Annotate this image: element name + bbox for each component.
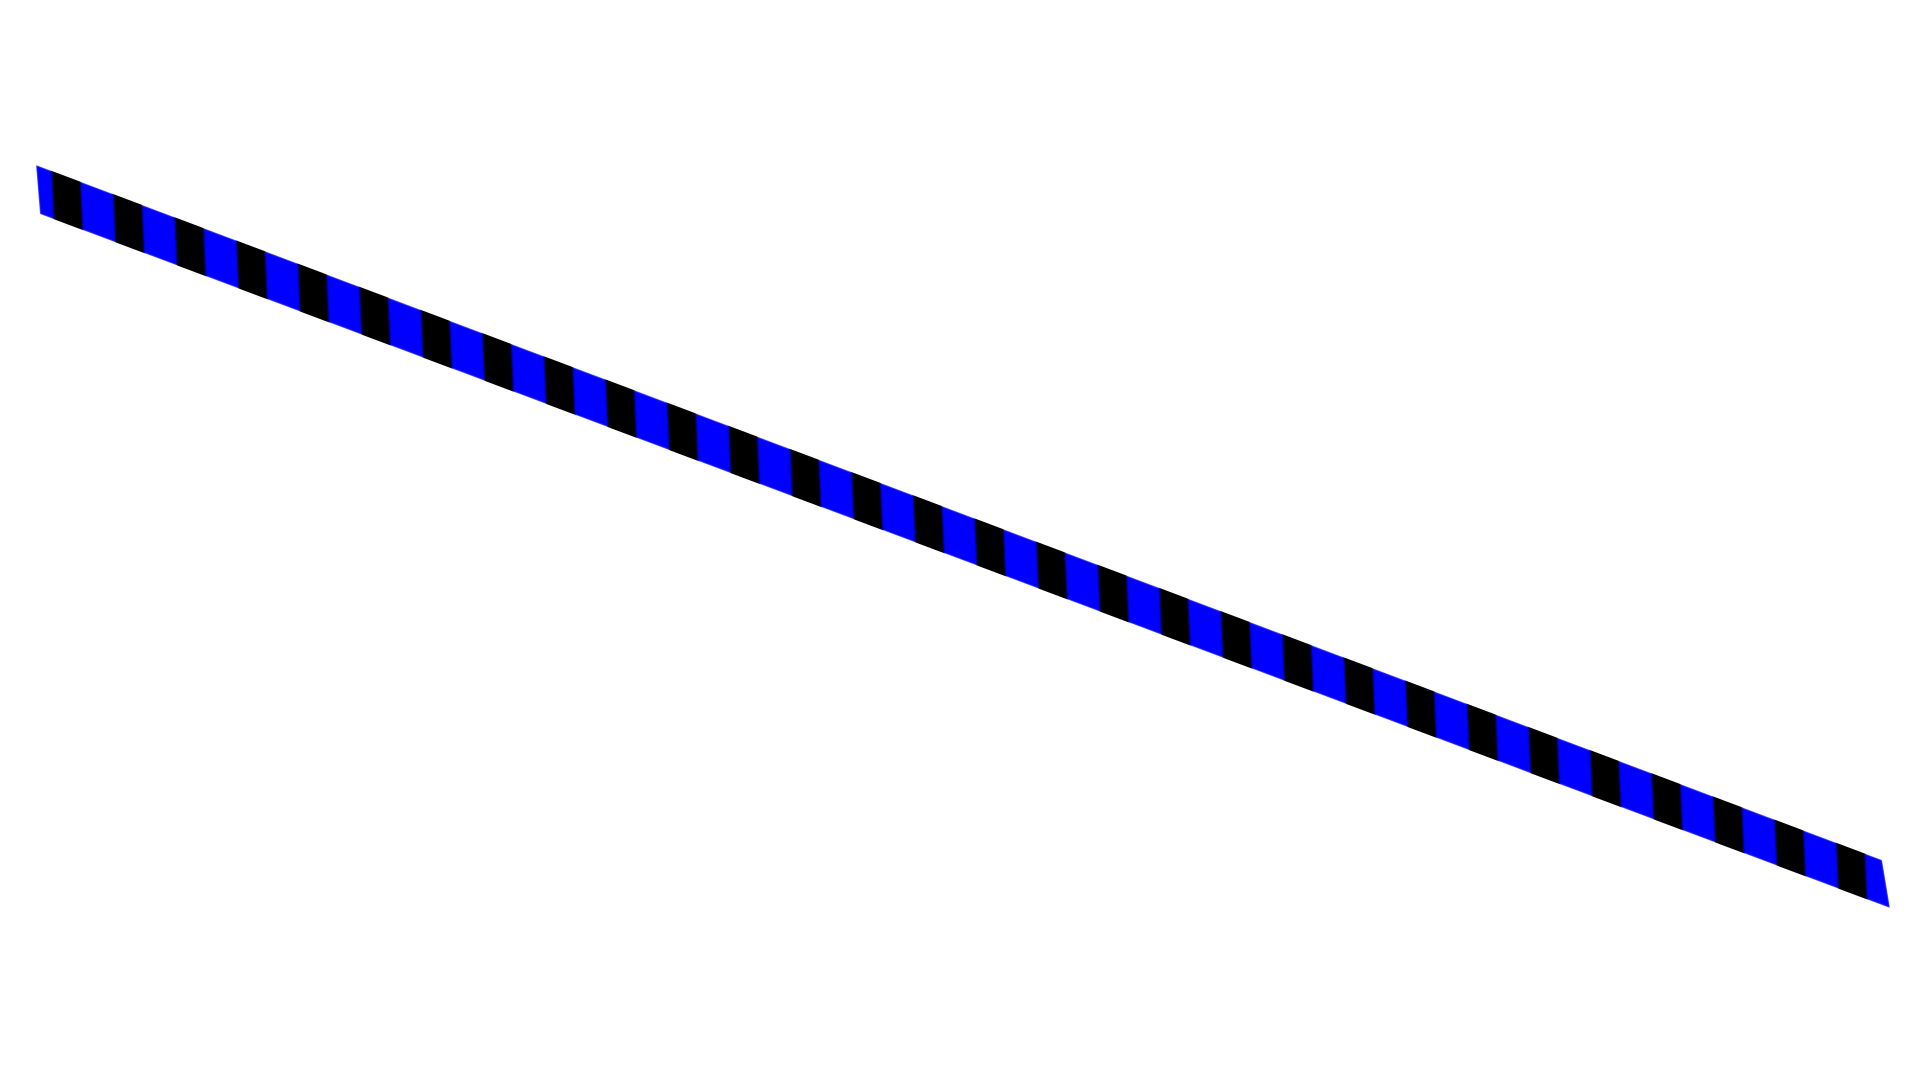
black-stripe-segment (847, 395, 885, 560)
black-stripe-segment (1832, 766, 1869, 908)
black-stripe-segment (171, 165, 208, 305)
black-stripe-segment (417, 233, 454, 397)
black-stripe-segment (109, 165, 146, 282)
black-stripe-segment (1524, 650, 1562, 814)
black-stripe-segment (1709, 720, 1746, 884)
black-stripe-segment (1340, 581, 1377, 745)
black-stripe-segment (601, 303, 639, 467)
black-stripe-segment (294, 187, 331, 351)
black-stripe-segment (1647, 697, 1685, 861)
black-stripe-segment (232, 165, 269, 328)
black-stripe-segment (724, 349, 762, 513)
black-stripe-segment (1094, 488, 1131, 652)
black-stripe-segment (1032, 465, 1069, 629)
black-stripe-segment (970, 442, 1008, 606)
black-stripe-segment (1770, 743, 1808, 907)
black-stripe-segment (1217, 534, 1254, 699)
black-stripe-segment (663, 326, 700, 490)
black-stripe-segment (355, 210, 392, 374)
black-stripe-segment (786, 372, 823, 536)
black-stripe-segment (478, 256, 516, 421)
black-stripe-segment (1586, 673, 1623, 838)
black-stripe-segment (909, 419, 946, 583)
black-stripe-segment (1155, 511, 1192, 675)
black-stripe-segment (540, 280, 577, 444)
black-stripe-segment (47, 165, 85, 258)
striped-band (36, 165, 1890, 908)
black-stripe-segment (1463, 627, 1500, 791)
black-stripe-segment (1401, 604, 1439, 768)
black-stripe-segment (1278, 558, 1315, 722)
